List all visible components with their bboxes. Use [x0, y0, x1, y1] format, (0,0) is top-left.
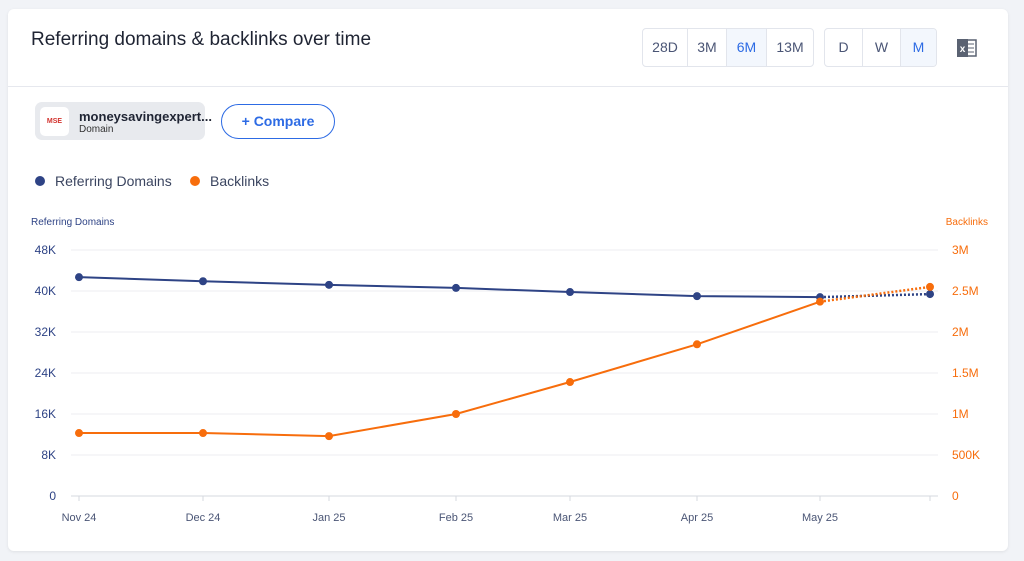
referring-domains-point — [75, 273, 83, 282]
backlinks-point — [452, 410, 460, 418]
y-tick-label: 8K — [41, 448, 56, 462]
backlinks-point — [926, 282, 934, 291]
y2-tick-label: 500K — [952, 448, 980, 462]
header-divider — [8, 86, 1008, 87]
svg-text:x: x — [960, 44, 966, 55]
backlinks-point — [75, 429, 83, 438]
x-tick-label: Nov 24 — [62, 512, 97, 524]
x-tick-label: May 25 — [802, 512, 838, 524]
y-tick-label: 0 — [49, 489, 56, 503]
y-axis-title: Referring Domains — [31, 217, 114, 228]
referring-domains-projected-line — [819, 292, 931, 299]
referring-domains-line — [78, 276, 821, 299]
y-tick-label: 24K — [35, 366, 56, 380]
y2-tick-label: 2.5M — [952, 284, 979, 298]
y-tick-label: 40K — [35, 284, 56, 298]
legend-dot-icon — [190, 176, 200, 186]
backlinks-point — [566, 378, 574, 387]
granularity-selector: D W M — [824, 28, 937, 67]
domain-type: Domain — [79, 124, 114, 135]
granularity-w-button[interactable]: W — [863, 29, 901, 66]
excel-icon[interactable]: x — [956, 37, 978, 59]
x-tick-label: Jan 25 — [312, 512, 345, 524]
y2-axis-title: Backlinks — [946, 217, 988, 228]
y2-tick-label: 2M — [952, 325, 969, 339]
range-3m-button[interactable]: 3M — [688, 29, 727, 66]
backlinks-point — [325, 432, 333, 441]
x-tick-label: Apr 25 — [681, 512, 713, 524]
range-13m-button[interactable]: 13M — [776, 39, 804, 55]
y2-tick-label: 3M — [952, 243, 969, 257]
range-6m-button[interactable]: 6M — [727, 29, 767, 66]
y-tick-label: 48K — [35, 243, 56, 257]
card-title: Referring domains & backlinks over time — [31, 29, 372, 50]
domain-chip[interactable]: MSE moneysavingexpert... Domain — [35, 102, 212, 140]
referring-domains-point — [566, 288, 574, 297]
compare-button[interactable]: + Compare — [221, 104, 335, 139]
referring-domains-point — [199, 277, 207, 286]
legend-label: Backlinks — [210, 173, 270, 189]
granularity-d-button[interactable]: D — [825, 29, 863, 66]
referring-domains-point — [926, 290, 934, 299]
referring-domains-point — [693, 292, 701, 301]
backlinks-point — [693, 340, 701, 349]
x-tick-label: Dec 24 — [186, 512, 221, 524]
referring-domains-point — [452, 283, 460, 292]
x-tick-label: Mar 25 — [553, 512, 587, 524]
domain-logo: MSE — [40, 107, 69, 136]
backlinks-point — [199, 429, 207, 438]
backlinks-line — [79, 300, 821, 438]
referring-domains-point — [325, 280, 333, 289]
domain-name: moneysavingexpert... — [79, 109, 212, 124]
y-tick-label: 16K — [35, 407, 56, 421]
y-tick-label: 32K — [35, 325, 56, 339]
backlinks-point — [816, 297, 824, 306]
x-tick-label: Feb 25 — [439, 512, 473, 524]
backlinks-projected-line — [819, 285, 931, 303]
legend-label: Referring Domains — [55, 173, 172, 189]
legend-referring-domains[interactable]: Referring Domains — [35, 173, 172, 189]
y2-tick-label: 1.5M — [952, 366, 979, 380]
range-28d-button[interactable]: 28D — [643, 29, 688, 66]
y2-tick-label: 1M — [952, 407, 969, 421]
y2-tick-label: 0 — [952, 489, 959, 503]
granularity-m-button[interactable]: M — [901, 29, 936, 66]
legend-backlinks[interactable]: Backlinks — [190, 173, 269, 189]
range-selector: 28D 3M 6M 13M — [642, 28, 814, 67]
legend-dot-icon — [35, 176, 45, 186]
